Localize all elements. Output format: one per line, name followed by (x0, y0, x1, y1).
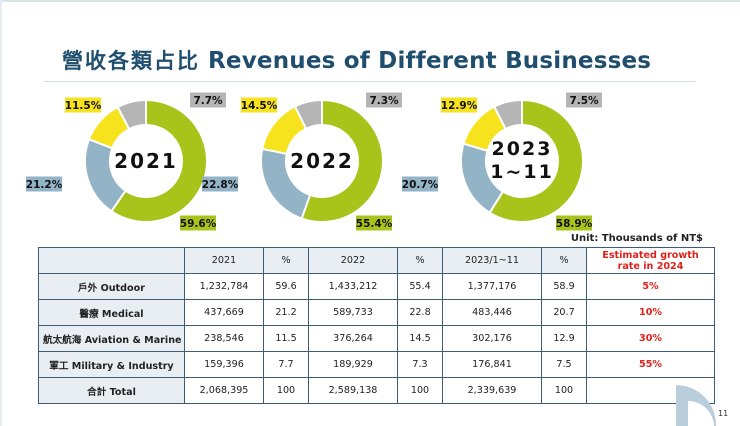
table-cell: 238,546 (184, 325, 264, 352)
donut-slice-outdoor (110, 98, 208, 223)
table-header-cell: 2022 (308, 247, 398, 274)
table-cell: 100 (263, 377, 309, 404)
svg-text:22.8%: 22.8% (202, 179, 239, 191)
top-rule (0, 0, 740, 2)
table-header-row: 2021 % 2022 % 2023/1~11 % Estimated grow… (38, 247, 715, 274)
table-header-cell: 2023/1~11 (442, 247, 542, 274)
svg-text:55.4%: 55.4% (356, 218, 393, 230)
donut-percent-label: 14.5% (241, 97, 278, 113)
row-label: 合計 Total (38, 377, 185, 404)
unit-note: Unit: Thousands of NT$ (570, 233, 703, 244)
table-row-total: 合計 Total 2,068,395 100 2,589,138 100 2,3… (38, 377, 715, 404)
growth-cell: 55% (586, 351, 715, 378)
table-cell: 176,841 (442, 351, 542, 378)
svg-text:12.9%: 12.9% (441, 100, 478, 112)
table-cell: 376,264 (308, 325, 398, 352)
table-cell: 589,733 (308, 299, 398, 326)
donut-percent-label: 20.7% (402, 176, 439, 192)
table-row: 軍工 Military & Industry 159,396 7.7 189,9… (38, 351, 715, 378)
corner-decoration (676, 385, 716, 426)
table-cell: 14.5 (397, 325, 443, 352)
row-label: 軍工 Military & Industry (38, 351, 185, 378)
donut-percent-label: 7.3% (366, 92, 402, 108)
donut-percent-label: 55.4% (356, 215, 393, 231)
svg-text:59.6%: 59.6% (180, 218, 217, 230)
table-cell: 1,433,212 (308, 273, 398, 300)
table-cell: 189,929 (308, 351, 398, 378)
growth-cell: 30% (586, 325, 715, 352)
table-cell: 12.9 (541, 325, 587, 352)
table-cell: 59.6 (263, 273, 309, 300)
donut-slice-outdoor (488, 98, 584, 223)
table-cell: 20.7 (541, 299, 587, 326)
page-number: 11 (718, 409, 729, 418)
revenue-table: 2021 % 2022 % 2023/1~11 % Estimated grow… (38, 247, 715, 404)
svg-text:7.5%: 7.5% (569, 95, 599, 107)
table-cell: 1,377,176 (442, 273, 542, 300)
table-cell: 58.9 (541, 273, 587, 300)
table-cell: 483,446 (442, 299, 542, 326)
svg-text:11.5%: 11.5% (65, 100, 102, 112)
donut-percent-label: 12.9% (441, 97, 478, 113)
growth-cell: 5% (586, 273, 715, 300)
donut-percent-label: 59.6% (180, 215, 217, 231)
table-cell: 2,589,138 (308, 377, 398, 404)
title-en: Revenues of Different Businesses (208, 48, 652, 74)
donut-slice-outdoor (300, 98, 384, 223)
donut-percent-label: 21.2% (26, 176, 63, 192)
table-cell: 100 (397, 377, 443, 404)
table-header-cell: % (397, 247, 443, 274)
svg-text:20.7%: 20.7% (402, 179, 439, 191)
growth-cell: 10% (586, 299, 715, 326)
donut-percent-label: 7.5% (566, 92, 602, 108)
table-cell: 7.7 (263, 351, 309, 378)
table-cell: 302,176 (442, 325, 542, 352)
donut-center-label: 2023 1~11 (490, 138, 554, 183)
row-label: 醫療 Medical (38, 299, 185, 326)
table-row: 戶外 Outdoor 1,232,784 59.6 1,433,212 55.4… (38, 273, 715, 300)
row-label: 戶外 Outdoor (38, 273, 185, 300)
donut-percent-label: 22.8% (202, 176, 239, 192)
table-row: 航太航海 Aviation & Marine 238,546 11.5 376,… (38, 325, 715, 352)
title-zh: 營收各類占比 (62, 49, 200, 73)
table-cell: 7.5 (541, 351, 587, 378)
table-header-cell (38, 247, 185, 274)
donut-slice-military (293, 98, 323, 131)
table-cell: 159,396 (184, 351, 264, 378)
row-label: 航太航海 Aviation & Marine (38, 325, 185, 352)
table-cell: 7.3 (397, 351, 443, 378)
donut-center-label: 2021 (114, 149, 178, 173)
table-cell: 11.5 (263, 325, 309, 352)
donut-slice-military (492, 98, 523, 131)
table-header-cell: 2021 (184, 247, 264, 274)
growth-header-cell: Estimated growth rate in 2024 (586, 247, 715, 274)
title-underline (44, 81, 696, 82)
table-cell: 21.2 (263, 299, 309, 326)
table-cell: 1,232,784 (184, 273, 264, 300)
left-rule (0, 0, 2, 426)
table-cell: 437,669 (184, 299, 264, 326)
table-row: 醫療 Medical 437,669 21.2 589,733 22.8 483… (38, 299, 715, 326)
donut-charts: 2021 59.6% 21.2% 11.5% 7.7% 2022 55.4% 22.8% 14.… (26, 92, 602, 231)
svg-text:14.5%: 14.5% (241, 100, 278, 112)
table-cell: 22.8 (397, 299, 443, 326)
donut-center-label: 2022 (290, 149, 354, 173)
svg-text:7.3%: 7.3% (369, 95, 399, 107)
donut-percent-label: 7.7% (190, 92, 226, 108)
svg-text:58.9%: 58.9% (556, 218, 593, 230)
table-header-cell: % (263, 247, 309, 274)
table-cell: 2,339,639 (442, 377, 542, 404)
donut-percent-label: 11.5% (65, 97, 102, 113)
donut-percent-label: 58.9% (556, 215, 593, 231)
slide-title: 營收各類占比 Revenues of Different Businesses (62, 45, 651, 75)
svg-text:21.2%: 21.2% (26, 179, 63, 191)
table-cell: 2,068,395 (184, 377, 264, 404)
table-header-cell: % (541, 247, 587, 274)
table-cell: 55.4 (397, 273, 443, 300)
donut-slice-military (116, 98, 147, 131)
table-cell: 100 (541, 377, 587, 404)
svg-text:7.7%: 7.7% (193, 95, 223, 107)
